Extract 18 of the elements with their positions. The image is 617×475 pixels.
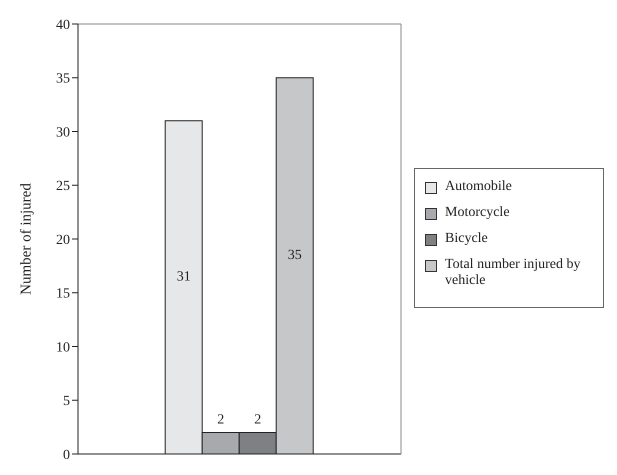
legend-label: Total number injured by vehicle bbox=[445, 256, 582, 288]
data-label: 2 bbox=[217, 412, 224, 428]
data-label: 2 bbox=[254, 412, 262, 428]
y-tick-label: 0 bbox=[63, 448, 70, 463]
data-label: 31 bbox=[176, 270, 191, 285]
y-axis-title: Number of injured bbox=[18, 182, 34, 295]
y-tick-label: 20 bbox=[56, 232, 70, 248]
y-tick-label: 15 bbox=[56, 286, 70, 302]
y-tick-label: 10 bbox=[56, 340, 70, 356]
data-label: 35 bbox=[288, 248, 302, 264]
y-tick-label: 35 bbox=[56, 72, 70, 87]
y-tick-label: 40 bbox=[56, 18, 70, 33]
y-tick-label: 30 bbox=[56, 125, 70, 140]
y-tick-label: 25 bbox=[56, 179, 70, 194]
legend-label: Bicycle bbox=[445, 230, 488, 246]
y-tick-label: 5 bbox=[63, 394, 70, 410]
legend-label: Automobile bbox=[445, 178, 512, 194]
legend-label: Motorcycle bbox=[445, 204, 510, 220]
